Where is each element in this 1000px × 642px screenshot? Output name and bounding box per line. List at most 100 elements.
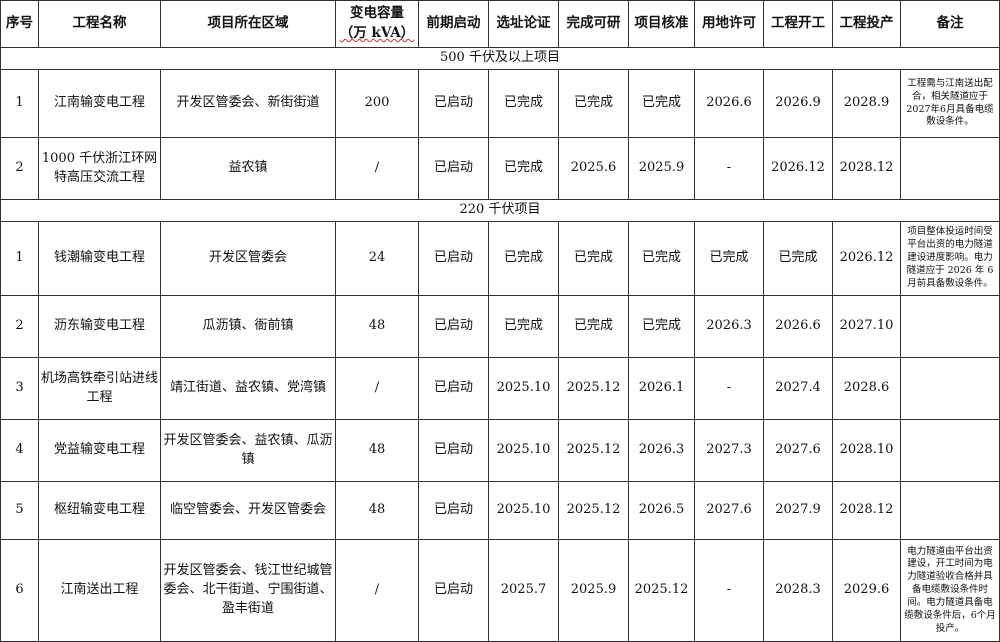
- table-cell: 枢纽输变电工程: [38, 481, 161, 540]
- table-cell: 2028.12: [832, 481, 901, 540]
- note-cell: 工程需与江南送出配合，相关隧道应于2027年6月具备电缆敷设条件。: [900, 69, 1000, 138]
- table-cell: /: [335, 357, 419, 420]
- table-row: 1 钱潮输变电工程 开发区管委会 24 已启动 已完成 已完成 已完成 已完成 已完成 2026.1…: [0, 221, 1000, 296]
- table-cell: 开发区管委会、益农镇、瓜沥镇: [160, 419, 336, 482]
- table-cell: 2026.12: [763, 137, 833, 200]
- note-cell: [900, 137, 1000, 200]
- table-cell: 已启动: [418, 221, 489, 296]
- header-approval: 项目核准: [628, 0, 695, 48]
- table-cell: 2026.9: [763, 69, 833, 138]
- table-cell: 2028.9: [832, 69, 901, 138]
- table-cell: -: [694, 357, 764, 420]
- header-capacity-unit: （万 kVA）: [339, 25, 415, 41]
- table-cell: 江南送出工程: [38, 539, 161, 642]
- header-index: 序号: [0, 0, 39, 48]
- table-cell: 2028.12: [832, 137, 901, 200]
- table-cell: 48: [335, 481, 419, 540]
- table-cell: 已完成: [763, 221, 833, 296]
- table-cell: 益农镇: [160, 137, 336, 200]
- table-cell: 已完成: [558, 221, 629, 296]
- table-cell: 2025.7: [488, 539, 559, 642]
- table-cell: /: [335, 539, 419, 642]
- table-cell: 2027.10: [832, 295, 901, 358]
- table-row: 5 枢纽输变电工程 临空管委会、开发区管委会 48 已启动 2025.10 2025.12 2…: [0, 481, 1000, 540]
- note-cell: 项目整体投运时间受平台出资的电力隧道建设进度影响。电力隧道应于 2026 年 6…: [900, 221, 1000, 296]
- note-cell: [900, 481, 1000, 540]
- table-cell: 48: [335, 295, 419, 358]
- table-cell: 2026.12: [832, 221, 901, 296]
- table-cell: 2027.6: [694, 481, 764, 540]
- table-cell: -: [694, 539, 764, 642]
- table-cell: 已启动: [418, 295, 489, 358]
- table-cell: 已完成: [694, 221, 764, 296]
- table-cell: 5: [0, 481, 39, 540]
- table-cell: 已完成: [488, 137, 559, 200]
- table-cell: 已完成: [558, 69, 629, 138]
- header-capacity-label: 变电容量: [350, 5, 404, 22]
- table-cell: 2027.6: [763, 419, 833, 482]
- table-cell: 沥东输变电工程: [38, 295, 161, 358]
- table-cell: 已完成: [628, 69, 695, 138]
- header-row: 序号 工程名称 项目所在区域 变电容量 （万 kVA） 前期启动 选址论证 完成可…: [0, 0, 1000, 48]
- table-cell: 4: [0, 419, 39, 482]
- table-cell: 已完成: [628, 221, 695, 296]
- table-cell: 钱潮输变电工程: [38, 221, 161, 296]
- table-cell: 开发区管委会: [160, 221, 336, 296]
- header-capacity: 变电容量 （万 kVA）: [335, 0, 419, 48]
- table-cell: 48: [335, 419, 419, 482]
- note-cell: [900, 357, 1000, 420]
- table-row: 2 1000 千伏浙江环网特高压交流工程 益农镇 / 已启动 已完成 2025.6 2025.…: [0, 137, 1000, 200]
- section-title: 500 千伏及以上项目: [0, 47, 1000, 70]
- table-cell: 已启动: [418, 69, 489, 138]
- table-cell: 靖江街道、益农镇、党湾镇: [160, 357, 336, 420]
- table-cell: 临空管委会、开发区管委会: [160, 481, 336, 540]
- section-row: 220 千伏项目: [0, 199, 1000, 222]
- table-cell: 已完成: [558, 295, 629, 358]
- table-cell: 2027.3: [694, 419, 764, 482]
- table-cell: 已完成: [488, 69, 559, 138]
- table-cell: 开发区管委会、新街街道: [160, 69, 336, 138]
- table-cell: 2025.6: [558, 137, 629, 200]
- table-cell: 2025.12: [558, 481, 629, 540]
- header-name: 工程名称: [38, 0, 161, 48]
- table-cell: 2026.6: [694, 69, 764, 138]
- table-cell: 2: [0, 137, 39, 200]
- table-cell: 200: [335, 69, 419, 138]
- table-cell: 2025.12: [558, 419, 629, 482]
- table-cell: 已启动: [418, 539, 489, 642]
- table-cell: 开发区管委会、钱江世纪城管委会、北干街道、宁围街道、盈丰街道: [160, 539, 336, 642]
- table-row: 4 党益输变电工程 开发区管委会、益农镇、瓜沥镇 48 已启动 2025.10 2025.1…: [0, 419, 1000, 482]
- table-cell: 2025.12: [558, 357, 629, 420]
- header-land: 用地许可: [694, 0, 764, 48]
- note-cell: [900, 295, 1000, 358]
- table-cell: 1000 千伏浙江环网特高压交流工程: [38, 137, 161, 200]
- table-cell: 瓜沥镇、衙前镇: [160, 295, 336, 358]
- table-cell: 2026.6: [763, 295, 833, 358]
- table-cell: 3: [0, 357, 39, 420]
- header-production: 工程投产: [832, 0, 901, 48]
- table-cell: /: [335, 137, 419, 200]
- table-cell: 2025.10: [488, 419, 559, 482]
- header-start: 工程开工: [763, 0, 833, 48]
- table-cell: 已完成: [488, 295, 559, 358]
- table-cell: 2025.10: [488, 481, 559, 540]
- header-area: 项目所在区域: [160, 0, 336, 48]
- table-cell: 已启动: [418, 137, 489, 200]
- table-row: 6 江南送出工程 开发区管委会、钱江世纪城管委会、北干街道、宁围街道、盈丰街道 / 已启…: [0, 539, 1000, 642]
- section-title: 220 千伏项目: [0, 199, 1000, 222]
- header-prelim: 前期启动: [418, 0, 489, 48]
- header-notes: 备注: [900, 0, 1000, 48]
- table-cell: 已完成: [628, 295, 695, 358]
- table-cell: 24: [335, 221, 419, 296]
- table-row: 3 机场高铁牵引站进线工程 靖江街道、益农镇、党湾镇 / 已启动 2025.10 2025.…: [0, 357, 1000, 420]
- table-cell: 已启动: [418, 419, 489, 482]
- table-cell: 党益输变电工程: [38, 419, 161, 482]
- table-cell: 2028.10: [832, 419, 901, 482]
- table-cell: 2027.9: [763, 481, 833, 540]
- table-cell: 机场高铁牵引站进线工程: [38, 357, 161, 420]
- table-row: 2 沥东输变电工程 瓜沥镇、衙前镇 48 已启动 已完成 已完成 已完成 2026.3 2026.…: [0, 295, 1000, 358]
- table-cell: 2026.1: [628, 357, 695, 420]
- table-row: 1 江南输变电工程 开发区管委会、新街街道 200 已启动 已完成 已完成 已完成 2026.6…: [0, 69, 1000, 138]
- table-cell: 1: [0, 69, 39, 138]
